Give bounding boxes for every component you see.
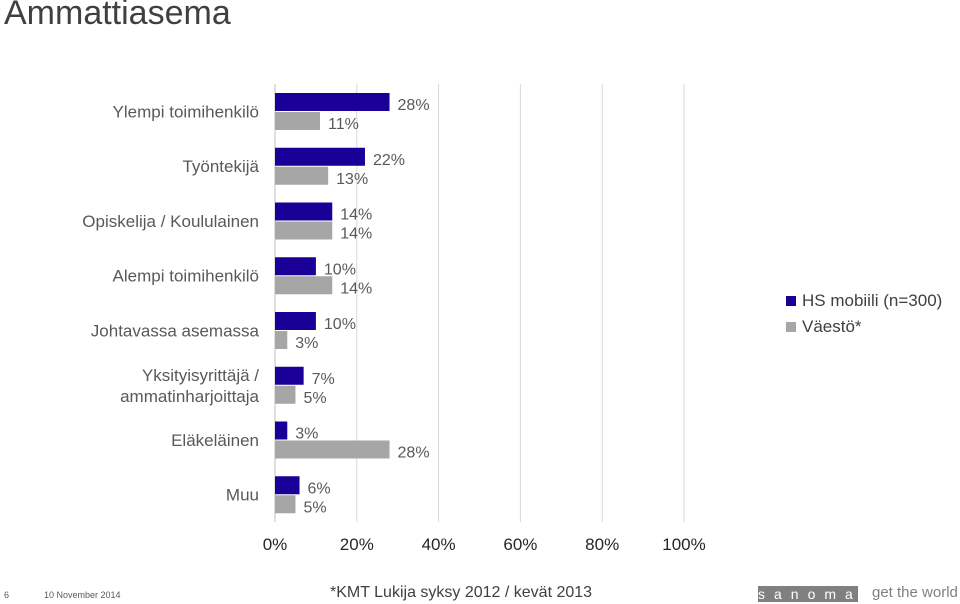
x-tick-label: 40% (422, 535, 456, 554)
data-label: 14% (340, 226, 372, 243)
data-label: 14% (340, 280, 372, 297)
bar-vaesto (275, 385, 296, 404)
data-label: 14% (340, 207, 372, 224)
bar-hs-mobiili (275, 476, 300, 495)
legend: HS mobiili (n=300) Väestö* (786, 288, 942, 340)
legend-label-hs-mobiili: HS mobiili (n=300) (802, 291, 943, 310)
category-label: Työntekijä (182, 157, 259, 176)
data-label: 7% (312, 371, 335, 388)
bar-hs-mobiili (275, 202, 333, 221)
bar-vaesto (275, 495, 296, 514)
bar-hs-mobiili (275, 312, 316, 330)
page-title: Ammattiasema (4, 0, 231, 32)
footer-date: 10 November 2014 (44, 590, 121, 600)
category-label: Yksityisyrittäjä / (142, 366, 259, 385)
data-label: 11% (328, 116, 359, 133)
legend-item-vaesto: Väestö* (786, 314, 942, 340)
sanoma-logo: sanoma (758, 586, 858, 602)
category-label: Alempi toimihenkilö (113, 267, 259, 286)
data-label: 28% (398, 97, 430, 114)
bar-hs-mobiili (275, 257, 316, 276)
legend-swatch-vaesto (786, 322, 796, 332)
category-label: Opiskelija / Koululainen (82, 212, 259, 231)
x-tick-label: 60% (503, 535, 537, 554)
bar-vaesto (275, 166, 329, 185)
bars (275, 93, 390, 514)
bar-hs-mobiili (275, 421, 288, 440)
bar-vaesto (275, 112, 320, 130)
bar-hs-mobiili (275, 147, 365, 166)
x-tick-label: 20% (340, 535, 374, 554)
category-label: Muu (226, 486, 259, 505)
bar-vaesto (275, 221, 333, 240)
bar-vaesto (275, 440, 390, 459)
page-number: 6 (4, 590, 10, 600)
data-label: 3% (295, 426, 318, 443)
bar-hs-mobiili (275, 366, 304, 385)
bar-vaesto (275, 276, 333, 295)
data-label: 5% (303, 499, 326, 516)
data-label: 3% (295, 335, 318, 352)
x-tick-label: 100% (662, 535, 705, 554)
x-tick-label: 0% (263, 535, 288, 554)
legend-label-vaesto: Väestö* (802, 317, 862, 336)
category-label: ammatinharjoittaja (120, 387, 259, 406)
x-tick-label: 80% (585, 535, 619, 554)
bar-vaesto (275, 331, 288, 349)
legend-swatch-hs-mobiili (786, 296, 796, 306)
data-label: 13% (336, 171, 368, 188)
bar-hs-mobiili (275, 93, 390, 111)
data-label: 28% (398, 445, 430, 462)
data-label: 22% (373, 152, 405, 169)
tagline: get the world (872, 584, 958, 601)
data-label: 10% (324, 261, 356, 278)
category-label: Johtavassa asemassa (91, 321, 260, 340)
footer-note: *KMT Lukija syksy 2012 / kevät 2013 (330, 584, 593, 601)
data-label: 6% (308, 480, 331, 497)
data-label: 5% (303, 390, 326, 407)
category-label: Eläkeläinen (171, 431, 259, 450)
data-label: 10% (324, 316, 356, 333)
category-label: Ylempi toimihenkilö (113, 102, 259, 121)
legend-item-hs-mobiili: HS mobiili (n=300) (786, 288, 942, 314)
labels: 0% 20% 40% 60% 80% 100% Ylempi toimihenkilö 28%… (82, 97, 705, 554)
